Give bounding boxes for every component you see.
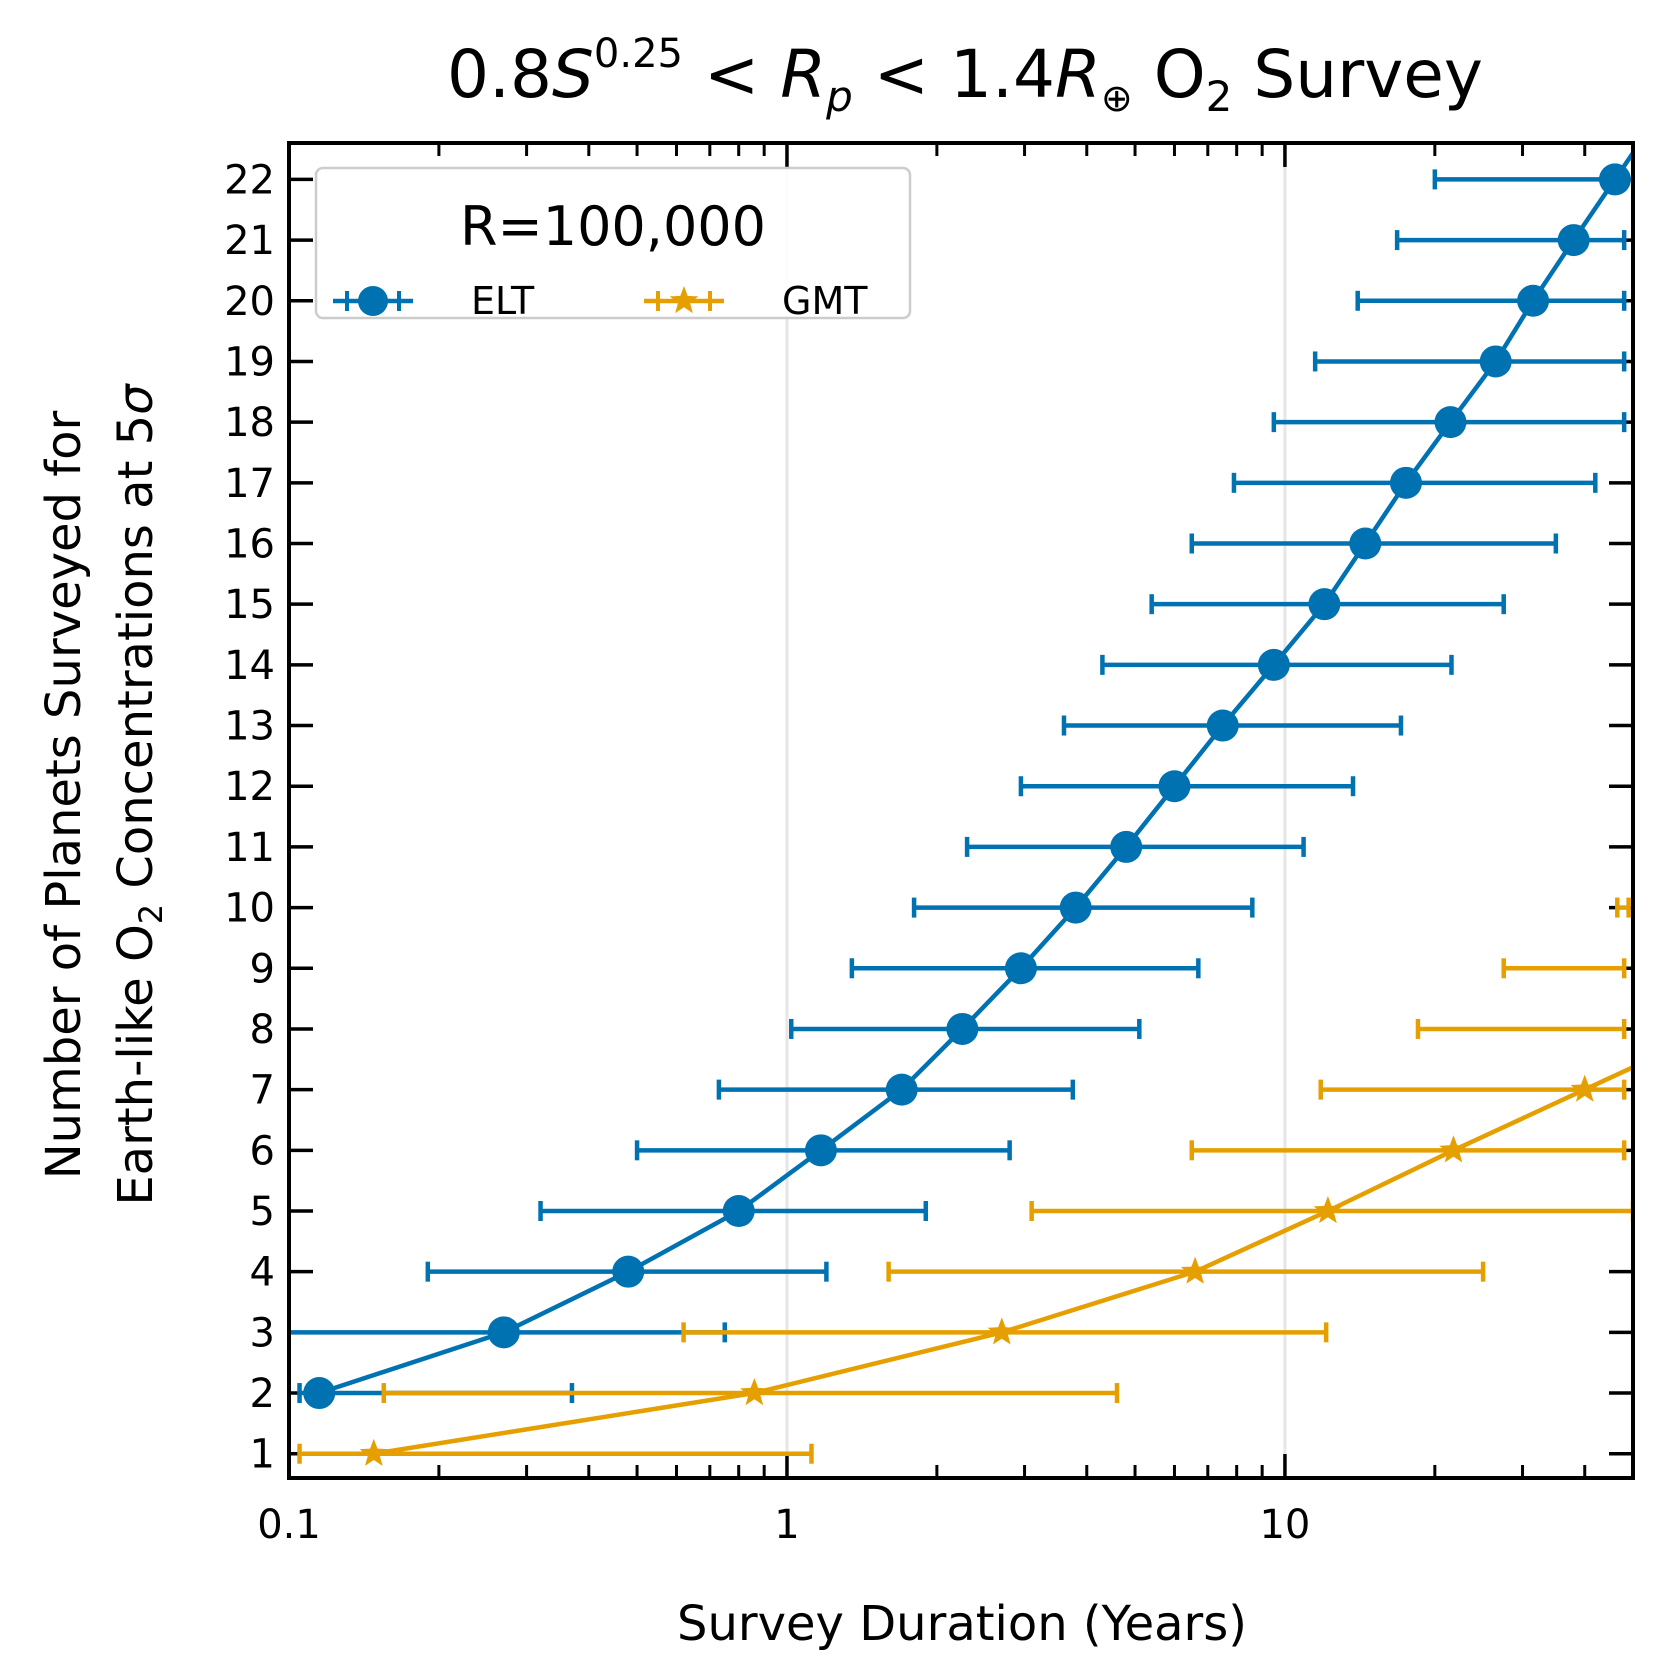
elt-point <box>722 1195 755 1227</box>
elt-point <box>1557 224 1590 257</box>
elt-point <box>946 1012 979 1045</box>
x-axis-label: Survey Duration (Years) <box>677 1596 1247 1652</box>
legend: R=100,000 ELT GMT <box>314 166 912 323</box>
plot-area: 0.1 1 101234567891011121314151617181920212… <box>224 141 1635 1548</box>
elt-point <box>1059 891 1092 924</box>
chart-title: 0.8S0.25 < Rp < 1.4R⊕ O2 Survey <box>447 31 1483 121</box>
y-tick-label: 7 <box>250 1068 275 1114</box>
y-tick-label: 6 <box>250 1128 275 1174</box>
y-tick-label: 14 <box>224 643 275 689</box>
elt-point <box>1110 830 1143 863</box>
y-tick-label: 22 <box>224 157 275 203</box>
y-axis-label-line2: Earth-like O2 Concentrations at 5σ <box>108 383 170 1206</box>
elt-point <box>1349 527 1382 560</box>
legend-marker-gmt <box>669 286 699 314</box>
y-tick-label: 19 <box>224 339 275 385</box>
plot-data <box>289 148 1633 1466</box>
x-tick-label: 10 <box>1259 1502 1310 1548</box>
elt-point <box>1158 770 1191 803</box>
y-tick-label: 2 <box>250 1371 275 1417</box>
legend-title: R=100,000 <box>460 195 766 258</box>
legend-label-elt: ELT <box>471 279 535 323</box>
legend-marker-elt <box>358 286 388 316</box>
elt-point <box>1004 952 1037 985</box>
y-tick-label: 16 <box>224 522 275 568</box>
elt-point <box>487 1316 520 1349</box>
elt-point <box>1479 345 1512 378</box>
y-tick-label: 4 <box>250 1250 275 1296</box>
y-axis-label-line1: Number of Planets Surveyed for <box>36 410 92 1179</box>
y-tick-label: 1 <box>250 1432 275 1478</box>
y-tick-label: 21 <box>224 218 275 264</box>
y-tick-label: 8 <box>250 1007 275 1053</box>
gmt-point <box>1570 1074 1599 1102</box>
y-tick-label: 18 <box>224 400 275 446</box>
y-tick-label: 10 <box>224 886 275 932</box>
y-tick-label: 9 <box>250 946 275 992</box>
y-tick-label: 5 <box>250 1189 275 1235</box>
x-tick-label: 1 <box>774 1502 799 1548</box>
plot-frame <box>287 141 1635 1480</box>
gmt-point <box>1313 1196 1343 1224</box>
gmt-point <box>987 1317 1016 1345</box>
elt-point <box>1598 163 1631 196</box>
y-tick-label: 11 <box>224 825 275 871</box>
elt-point <box>1206 709 1239 742</box>
elt-point <box>885 1073 918 1106</box>
gmt-point <box>359 1438 389 1466</box>
gmt-series-line <box>373 1064 1633 1456</box>
elt-point <box>1517 284 1550 317</box>
y-tick-label: 17 <box>224 461 275 507</box>
elt-point <box>612 1255 645 1288</box>
elt-series-line <box>318 148 1633 1396</box>
elt-point <box>804 1134 837 1167</box>
gmt-point <box>1180 1256 1210 1284</box>
gmt-point <box>740 1378 769 1406</box>
x-tick-label: 0.1 <box>257 1502 321 1548</box>
y-tick-label: 13 <box>224 704 275 750</box>
y-tick-label: 15 <box>224 582 275 628</box>
elt-point <box>303 1377 336 1410</box>
y-tick-label: 20 <box>224 279 275 325</box>
elt-point <box>1434 406 1467 439</box>
gmt-point <box>1439 1135 1468 1163</box>
y-tick-label: 12 <box>224 764 275 810</box>
elt-point <box>1308 588 1341 621</box>
legend-label-gmt: GMT <box>782 279 868 323</box>
legend-box <box>314 166 912 320</box>
elt-point <box>1389 466 1422 499</box>
elt-point <box>1257 648 1290 681</box>
y-tick-label: 3 <box>250 1310 275 1356</box>
